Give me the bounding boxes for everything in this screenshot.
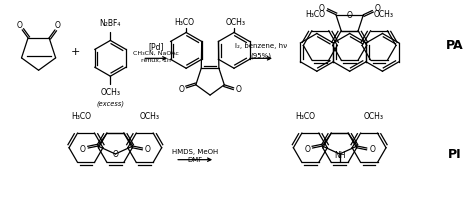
Text: OCH₃: OCH₃ [364, 112, 384, 122]
Text: HMDS, MeOH: HMDS, MeOH [172, 149, 218, 155]
Text: O: O [145, 145, 151, 154]
Text: PI: PI [447, 148, 461, 161]
Text: O: O [304, 145, 310, 154]
Text: I₂, benzene, hν: I₂, benzene, hν [235, 43, 287, 49]
Text: O: O [347, 11, 353, 20]
Text: O: O [374, 4, 380, 13]
Text: H₃CO: H₃CO [305, 10, 325, 19]
Text: O: O [319, 4, 325, 13]
Text: O: O [80, 145, 86, 154]
Text: +: + [71, 47, 80, 57]
Text: H₃CO: H₃CO [71, 112, 91, 122]
Text: H₃CO: H₃CO [295, 112, 315, 122]
Text: O: O [178, 85, 184, 94]
Text: O: O [55, 21, 61, 30]
Text: [Pd]: [Pd] [148, 42, 164, 51]
Text: OCH₃: OCH₃ [140, 112, 160, 122]
Text: (95%): (95%) [250, 52, 272, 59]
Text: reflux, 1h: reflux, 1h [141, 58, 171, 63]
Text: CH₃CN, NaOAc: CH₃CN, NaOAc [133, 51, 179, 56]
Text: O: O [16, 21, 22, 30]
Text: PA: PA [446, 39, 463, 52]
Text: OCH₃: OCH₃ [226, 18, 246, 27]
Text: OCH₃: OCH₃ [374, 10, 394, 19]
Text: DMF: DMF [188, 157, 203, 163]
Text: H₃CO: H₃CO [174, 18, 194, 27]
Text: OCH₃: OCH₃ [100, 88, 120, 97]
Text: (excess): (excess) [96, 101, 124, 107]
Text: O: O [236, 85, 242, 94]
Text: N₂BF₄: N₂BF₄ [100, 19, 121, 28]
Text: O: O [369, 145, 375, 154]
Text: O: O [112, 150, 118, 159]
Text: NH: NH [334, 151, 346, 161]
